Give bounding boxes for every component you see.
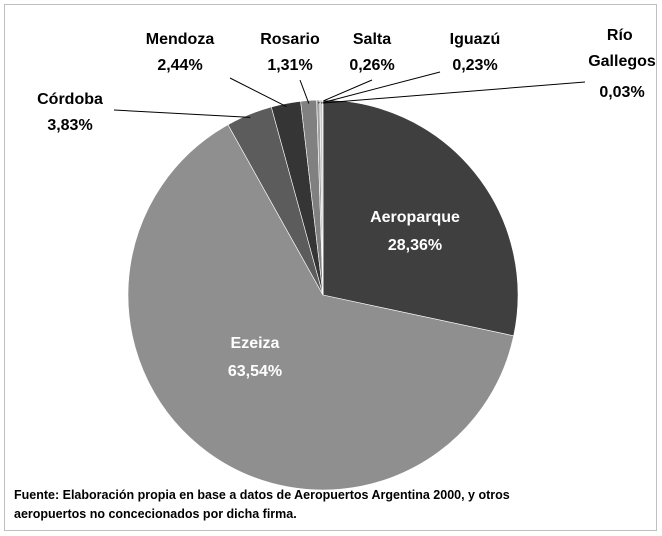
- value-label: 1,31%: [267, 57, 312, 74]
- leader-line: [318, 79, 373, 104]
- leader-line: [299, 79, 310, 104]
- value-label: 0,26%: [349, 57, 394, 74]
- leader-line: [113, 109, 251, 118]
- slice-label: Mendoza: [146, 31, 215, 48]
- source-note: aeropuertos no concecionados por dicha f…: [14, 507, 297, 521]
- slice-label: Iguazú: [450, 31, 501, 48]
- value-label: 28,36%: [388, 237, 442, 254]
- pie-slice: [127, 124, 515, 491]
- pie-slice: [322, 99, 519, 337]
- leader-line: [322, 81, 586, 104]
- leader-line: [321, 71, 441, 104]
- slice-label: Córdoba: [37, 91, 103, 108]
- source-note: Fuente: Elaboración propia en base a dat…: [14, 488, 510, 502]
- value-label: 0,23%: [452, 57, 497, 74]
- slice-label: Rosario: [260, 31, 320, 48]
- slice-label: Aeroparque: [370, 209, 460, 226]
- slice-label: Ezeiza: [231, 335, 280, 352]
- value-label: 3,83%: [47, 117, 92, 134]
- value-label: 2,44%: [157, 57, 202, 74]
- slice-label: Río Gallegos: [588, 27, 656, 70]
- value-label: 0,03%: [599, 84, 644, 101]
- value-label: 63,54%: [228, 363, 282, 380]
- leader-line: [229, 77, 287, 107]
- slice-label: Salta: [353, 31, 391, 48]
